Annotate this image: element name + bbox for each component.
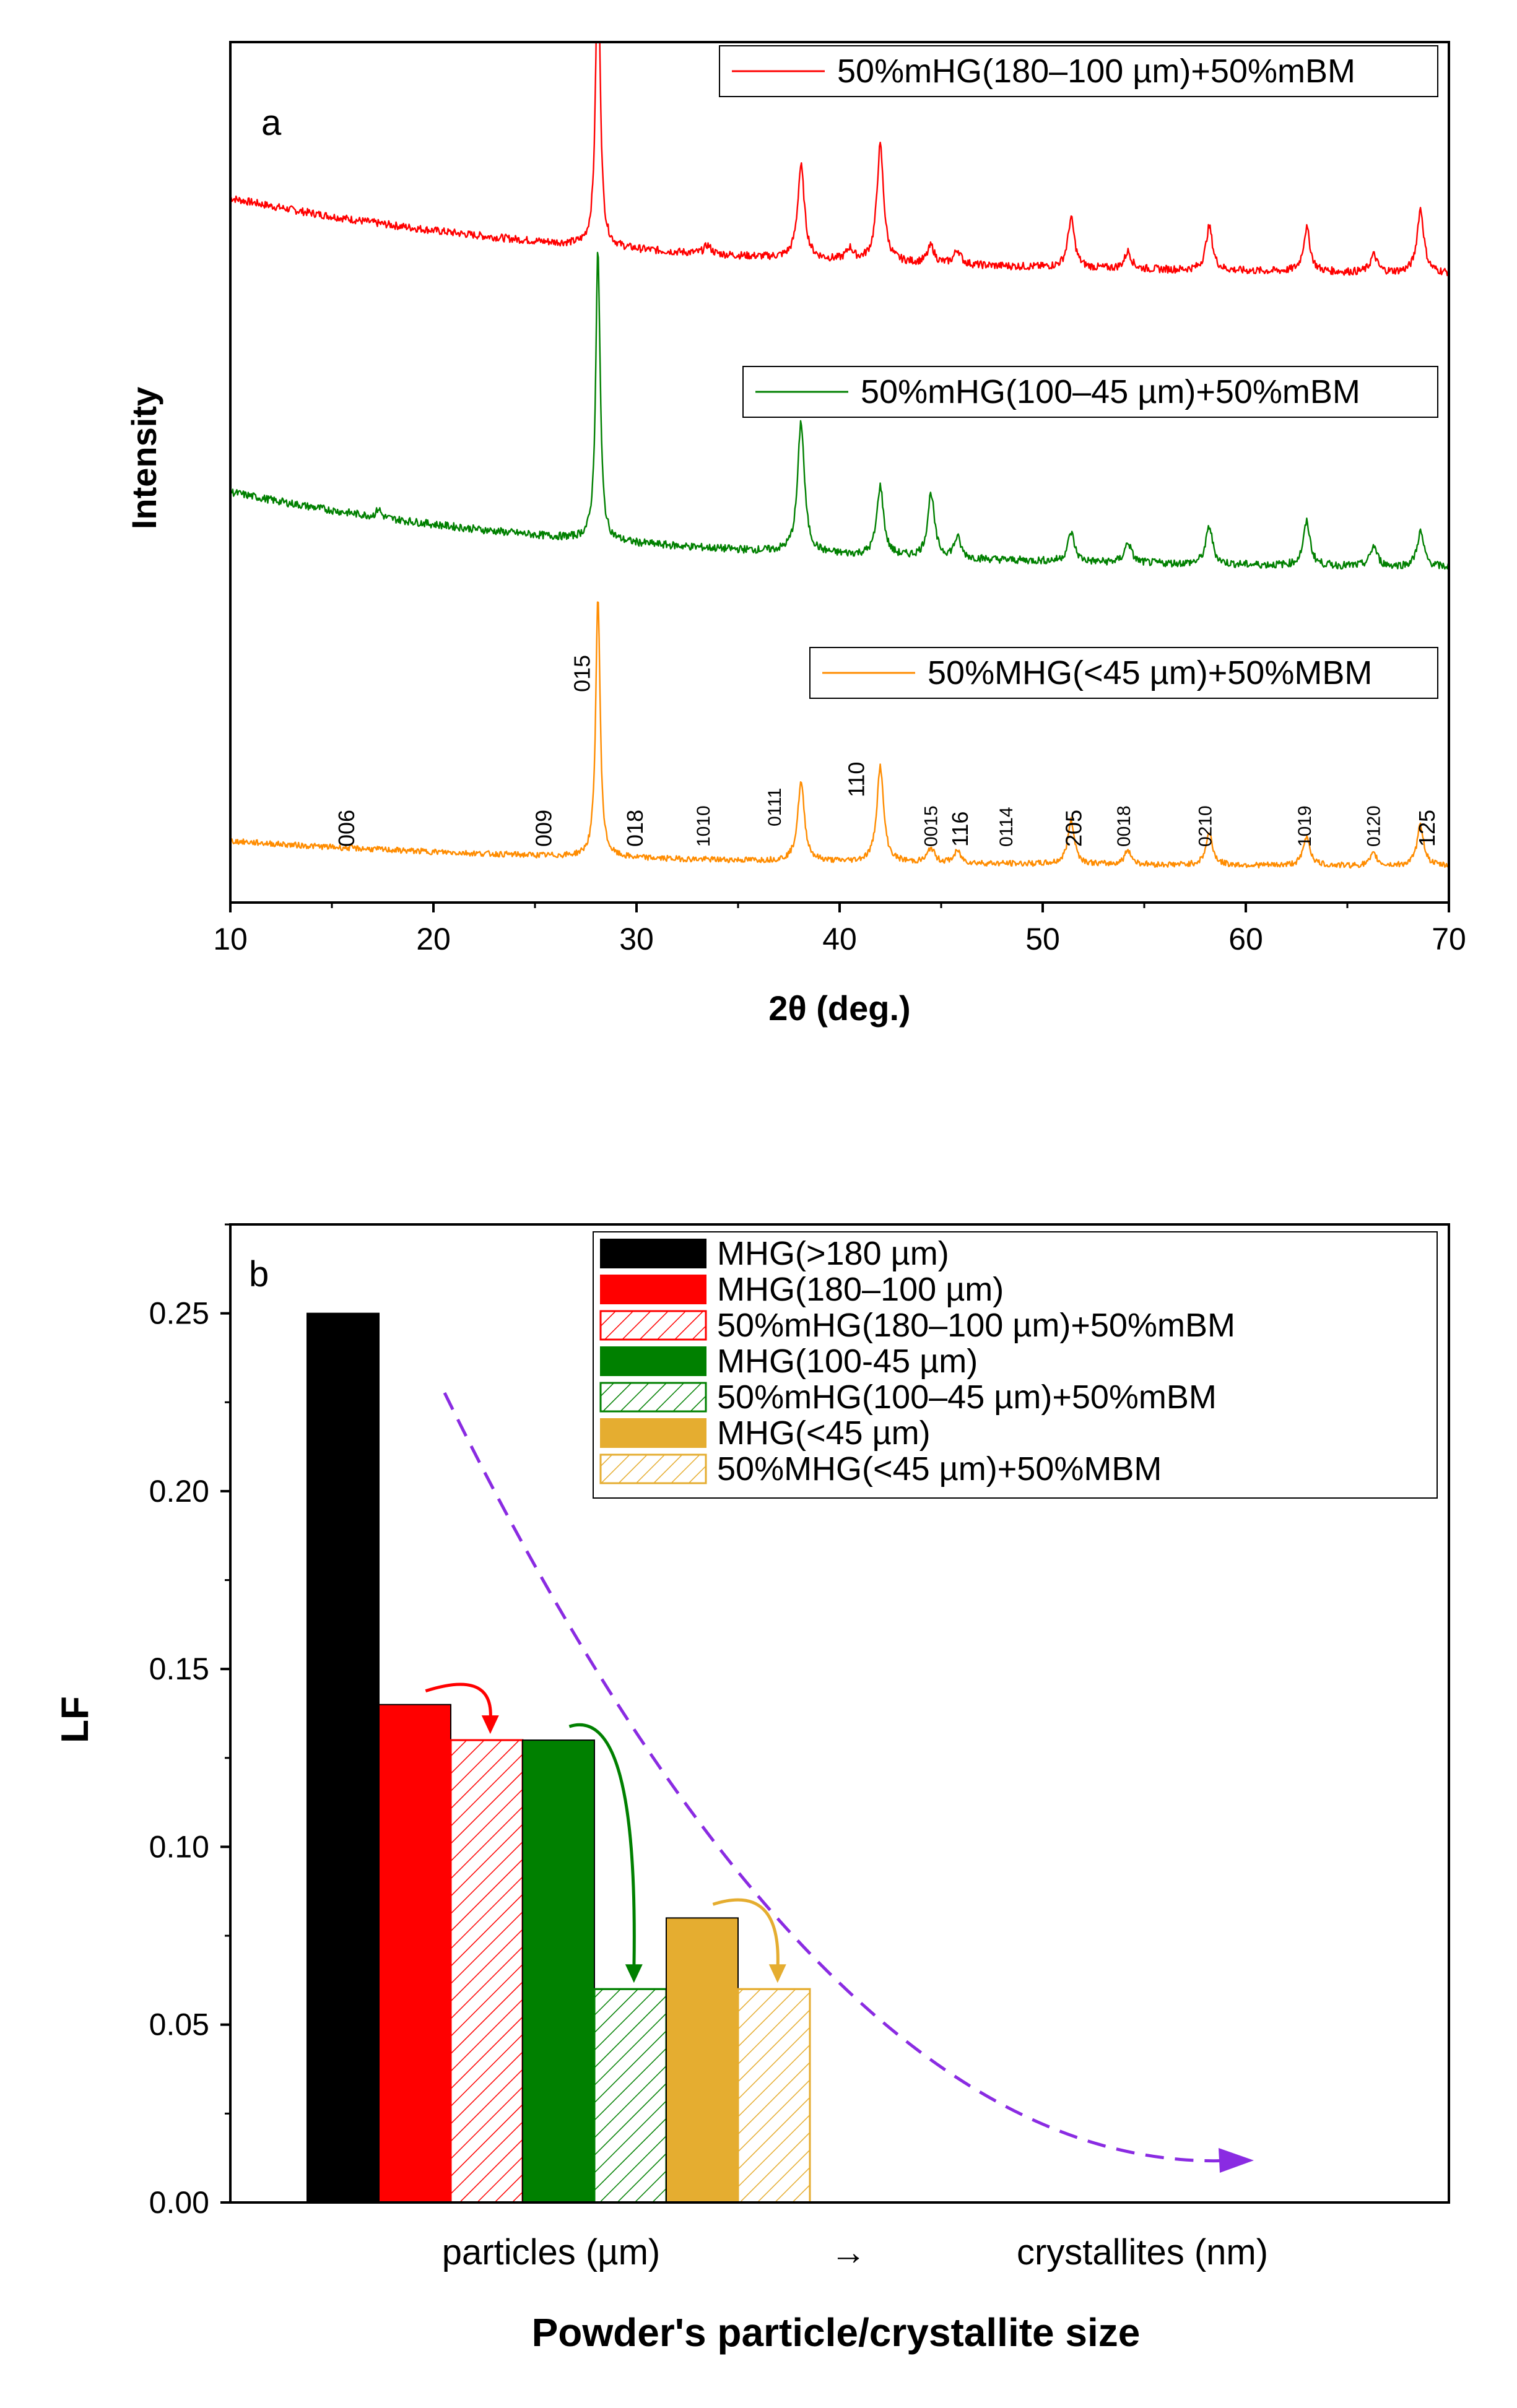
xrd-curve-2	[230, 251, 1449, 570]
legend-label: MHG(>180 µm)	[717, 1235, 949, 1272]
legend-swatch	[600, 1418, 706, 1448]
xrd-curve-1	[230, 42, 1449, 277]
legend-swatch	[600, 1239, 706, 1268]
legend-swatch	[599, 1310, 707, 1341]
bar	[737, 1988, 811, 2204]
y-tick-label: 0.20	[149, 1474, 209, 1509]
legend-box	[593, 1231, 1438, 1499]
peak-label: 0111	[765, 788, 785, 826]
x-annotation-arrow: →	[830, 2232, 866, 2272]
peak-label: 015	[570, 655, 595, 692]
legend-swatch	[600, 1275, 706, 1304]
x-tick-label: 20	[416, 922, 451, 956]
bar	[306, 1312, 380, 2204]
legend-label: 50%mHG(100–45 µm)+50%mBM	[717, 1379, 1217, 1416]
legend-swatch	[599, 1453, 707, 1484]
peak-label: 0210	[1195, 805, 1215, 847]
peak-label: 006	[334, 810, 359, 847]
transition-arrowhead	[625, 1964, 643, 1983]
x-axis-a: 10 20 30 40 50 60 70	[213, 903, 1466, 956]
y-axis-b: 0.00 0.05 0.10 0.15 0.20 0.25	[149, 1223, 230, 2220]
legend-label: 50%mHG(180–100 µm)+50%mBM	[717, 1307, 1235, 1344]
legend-label: 50%mHG(100–45 µm)+50%mBM	[861, 373, 1360, 410]
trend-arrowhead	[1219, 2148, 1254, 2173]
x-axis-title-b: Powder's particle/crystallite size	[532, 2310, 1141, 2355]
bar	[522, 1739, 595, 2203]
transition-arrow	[712, 1898, 780, 1971]
peak-labels: 006 009 015 018 1010 0111 110 0015 116 0114 205 001…	[334, 655, 1440, 847]
peak-label: 1019	[1295, 805, 1315, 847]
legend-label: 50%MHG(<45 µm)+50%MBM	[717, 1450, 1162, 1488]
x-tick-label: 10	[213, 922, 248, 956]
bar	[450, 1739, 524, 2204]
legend-swatch	[600, 1346, 706, 1376]
legend-swatch	[599, 1382, 707, 1413]
xrd-curves	[230, 42, 1449, 869]
peak-label: 1010	[693, 805, 714, 847]
peak-label: 0114	[996, 807, 1017, 847]
peak-label: 205	[1061, 810, 1087, 847]
y-axis-title-b: LF	[54, 1696, 97, 1743]
peak-label: 116	[947, 812, 973, 847]
y-tick-label: 0.00	[149, 2185, 209, 2220]
legend-label: 50%mHG(180–100 µm)+50%mBM	[837, 53, 1355, 90]
y-tick-label: 0.10	[149, 1829, 209, 1864]
y-tick-label: 0.05	[149, 2007, 209, 2042]
x-tick-label: 30	[619, 922, 654, 956]
x-tick-label: 70	[1432, 922, 1466, 956]
x-tick-label: 60	[1228, 922, 1263, 956]
legend-box	[742, 366, 1438, 418]
legend-b: MHG(>180 µm)MHG(180–100 µm)50%mHG(180–10…	[593, 1231, 1438, 1499]
panel-label-b: b	[249, 1254, 269, 1294]
legend-label: MHG(<45 µm)	[717, 1414, 931, 1452]
y-tick-label: 0.15	[149, 1652, 209, 1686]
peak-label: 018	[622, 810, 648, 847]
bars	[306, 1312, 811, 2204]
transition-arrowhead	[481, 1715, 499, 1735]
xrd-curve-3	[230, 601, 1449, 869]
plot-frame-a	[229, 41, 1450, 904]
peak-label: 0015	[921, 805, 942, 847]
bar	[378, 1704, 451, 2204]
x-tick-label: 40	[822, 922, 857, 956]
peak-label: 0120	[1364, 805, 1384, 847]
transition-arrow	[425, 1683, 492, 1722]
bar	[666, 1917, 739, 2203]
x-axis-title-a: 2θ (deg.)	[768, 989, 910, 1028]
panel-label-a: a	[261, 103, 282, 143]
bar	[593, 1988, 667, 2204]
x-annotation-particles: particles (µm)	[442, 2232, 660, 2272]
trend-line	[443, 1392, 1233, 2163]
transition-arrow	[568, 1723, 636, 1971]
x-annotation-crystallites: crystallites (nm)	[1017, 2232, 1268, 2272]
legend-label: MHG(180–100 µm)	[717, 1271, 1004, 1308]
legend-label: 50%MHG(<45 µm)+50%MBM	[928, 654, 1372, 691]
y-tick-label: 0.25	[149, 1296, 209, 1331]
y-axis-title-a: Intensity	[124, 387, 163, 529]
peak-label: 0018	[1114, 805, 1134, 847]
peak-label: 009	[531, 810, 556, 847]
x-tick-label: 50	[1025, 922, 1060, 956]
peak-label: 110	[844, 762, 869, 797]
legend-a: 50%mHG(180–100 µm)+50%mBM 50%mHG(100–45 µ…	[719, 45, 1438, 699]
panel-b: 0.00 0.05 0.10 0.15 0.20 0.25 b LF particles …	[54, 1223, 1450, 2355]
transition-arrowhead	[768, 1964, 786, 1983]
legend-box	[719, 45, 1438, 97]
plot-frame-b	[229, 1223, 1450, 2204]
legend-label: MHG(100-45 µm)	[717, 1343, 978, 1380]
transition-arrows	[425, 1683, 786, 1983]
peak-label: 125	[1414, 810, 1440, 847]
